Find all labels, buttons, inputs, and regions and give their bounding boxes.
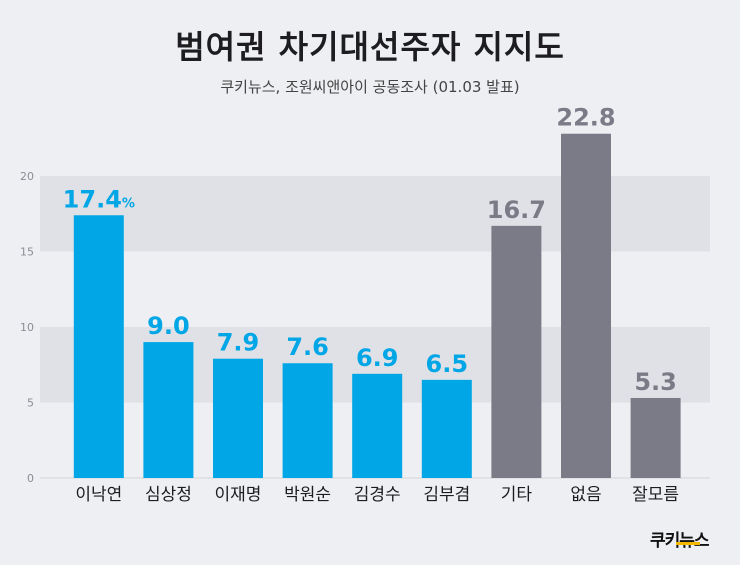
- category-label: 김경수: [354, 485, 401, 505]
- category-label: 김부겸: [423, 485, 470, 505]
- y-tick-label: 20: [20, 170, 34, 183]
- bar: [143, 342, 194, 478]
- bar: [282, 363, 333, 478]
- bar: [352, 373, 403, 478]
- bar: [561, 133, 611, 478]
- y-tick-label: 0: [27, 472, 34, 485]
- y-tick-label: 15: [20, 246, 34, 259]
- data-label: 7.9: [217, 329, 260, 357]
- kukinews-logo: 쿠키뉴스: [650, 531, 710, 551]
- category-label: 기타: [501, 485, 533, 505]
- bar: [630, 397, 681, 478]
- data-label: 9.0: [147, 312, 190, 340]
- data-label: 7.6: [286, 333, 329, 361]
- bar: [421, 379, 472, 478]
- data-label-unit: %: [122, 196, 135, 211]
- bar: [213, 358, 263, 478]
- category-label: 이낙연: [75, 485, 122, 505]
- data-label: 6.5: [426, 350, 469, 378]
- data-label: 16.7: [487, 196, 546, 224]
- data-label: 5.3: [634, 368, 677, 396]
- chart-subtitle: 쿠키뉴스, 조원씨앤아이 공동조사 (01.03 발표): [220, 78, 520, 96]
- category-label: 박원순: [284, 485, 331, 505]
- y-tick-label: 5: [27, 397, 34, 410]
- bar: [73, 215, 124, 478]
- logo-accent: [676, 542, 700, 545]
- category-label: 이재명: [215, 485, 262, 505]
- category-label: 심상정: [145, 485, 192, 505]
- data-label: 6.9: [356, 344, 399, 372]
- bar: [491, 225, 542, 478]
- y-tick-label: 10: [20, 321, 34, 334]
- chart-title: 범여권 차기대선주자 지지도: [175, 28, 565, 66]
- category-label: 잘모름: [632, 485, 679, 505]
- data-label: 22.8: [556, 104, 615, 132]
- category-label: 없음: [570, 485, 601, 505]
